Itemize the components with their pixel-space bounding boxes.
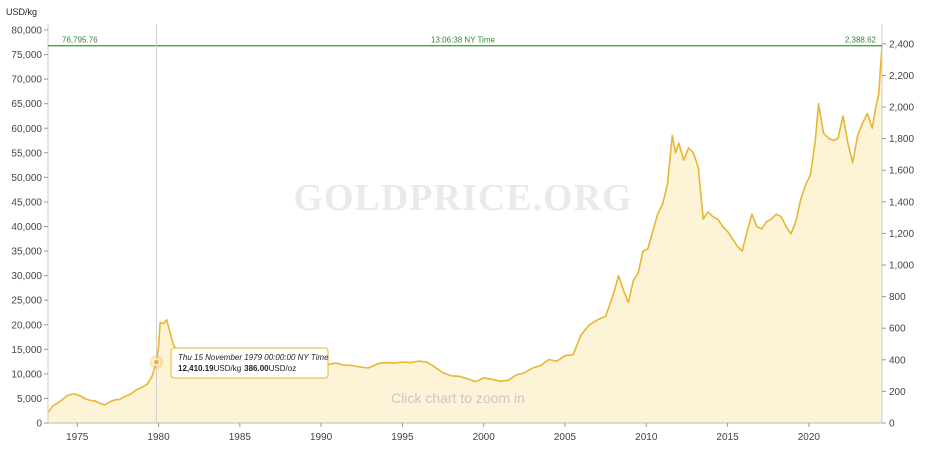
right-tick-label: 2,000 bbox=[889, 103, 914, 114]
right-tick-label: 1,400 bbox=[889, 197, 914, 208]
crosshair-time: 13:06:38 NY Time bbox=[431, 36, 495, 45]
tooltip-values: 12,410.19USD/kg 386.00USD/oz bbox=[178, 364, 296, 373]
left-tick-label: 45,000 bbox=[11, 197, 42, 208]
tooltip: Thu 15 November 1979 00:00:00 NY Time 12… bbox=[170, 347, 329, 379]
x-tick-label: 1990 bbox=[310, 432, 333, 443]
zoom-hint-text: Click chart to zoom in bbox=[391, 390, 525, 406]
right-tick-label: 0 bbox=[889, 419, 895, 430]
tooltip-box bbox=[170, 347, 329, 379]
x-tick-label: 2000 bbox=[473, 432, 496, 443]
left-tick-label: 25,000 bbox=[11, 296, 42, 307]
right-tick-label: 1,800 bbox=[889, 134, 914, 145]
left-tick-label: 65,000 bbox=[11, 99, 42, 110]
left-tick-label: 60,000 bbox=[11, 124, 42, 135]
crosshair-right-value: 2,388.62 bbox=[845, 36, 877, 45]
left-tick-label: 50,000 bbox=[11, 173, 42, 184]
left-tick-label: 70,000 bbox=[11, 75, 42, 86]
left-tick-label: 35,000 bbox=[11, 247, 42, 258]
right-y-axis: 0 200 400 600 800 1,000 1,200 1,400 1,600 1,800 2,… bbox=[881, 24, 914, 430]
tooltip-date: Thu 15 November 1979 00:00:00 NY Time bbox=[178, 353, 329, 362]
tooltip-oz-unit: USD/oz bbox=[269, 364, 297, 373]
right-tick-label: 400 bbox=[889, 355, 906, 366]
x-axis: 1975 1980 1985 1990 1995 2000 2005 2010 2015 2020 bbox=[48, 422, 882, 443]
left-tick-label: 75,000 bbox=[11, 50, 42, 61]
left-tick-label: 55,000 bbox=[11, 148, 42, 159]
x-tick-label: 2005 bbox=[554, 432, 577, 443]
crosshair-left-value: 76,795.76 bbox=[62, 36, 98, 45]
right-tick-label: 600 bbox=[889, 324, 906, 335]
crosshair-line: 76,795.76 13:06:38 NY Time 2,388.62 bbox=[48, 36, 882, 47]
price-area-fill bbox=[48, 45, 882, 423]
left-tick-label: 30,000 bbox=[11, 271, 42, 282]
left-y-axis: 0 5,000 10,000 15,000 20,000 25,000 30,000 35,0… bbox=[11, 24, 49, 430]
x-tick-label: 1980 bbox=[147, 432, 170, 443]
left-tick-label: 80,000 bbox=[11, 26, 42, 37]
chart-watermark: GOLDPRICE.ORG bbox=[293, 177, 632, 219]
left-tick-label: 10,000 bbox=[11, 369, 42, 380]
x-tick-label: 2010 bbox=[635, 432, 658, 443]
right-tick-label: 2,400 bbox=[889, 39, 914, 50]
right-tick-label: 1,600 bbox=[889, 166, 914, 177]
left-tick-label: 20,000 bbox=[11, 320, 42, 331]
left-tick-label: 5,000 bbox=[17, 394, 42, 405]
price-series-line bbox=[47, 45, 883, 414]
left-tick-label: 0 bbox=[36, 419, 42, 430]
x-tick-label: 2020 bbox=[798, 432, 821, 443]
tooltip-kg-unit: USD/kg bbox=[214, 364, 242, 373]
tooltip-oz-value: 386.00 bbox=[244, 364, 269, 373]
left-tick-label: 40,000 bbox=[11, 222, 42, 233]
left-tick-label: 15,000 bbox=[11, 345, 42, 356]
right-tick-label: 200 bbox=[889, 387, 906, 398]
x-tick-label: 2015 bbox=[716, 432, 739, 443]
hover-point bbox=[152, 358, 160, 366]
right-tick-label: 800 bbox=[889, 292, 906, 303]
tooltip-kg-value: 12,410.19 bbox=[178, 364, 214, 373]
x-tick-label: 1985 bbox=[229, 432, 252, 443]
right-tick-label: 1,000 bbox=[889, 261, 914, 272]
x-tick-label: 1975 bbox=[66, 432, 89, 443]
right-tick-label: 1,200 bbox=[889, 229, 914, 240]
left-unit-label: USD/kg bbox=[6, 7, 37, 17]
x-tick-label: 1995 bbox=[391, 432, 414, 443]
right-tick-label: 2,200 bbox=[889, 71, 914, 82]
